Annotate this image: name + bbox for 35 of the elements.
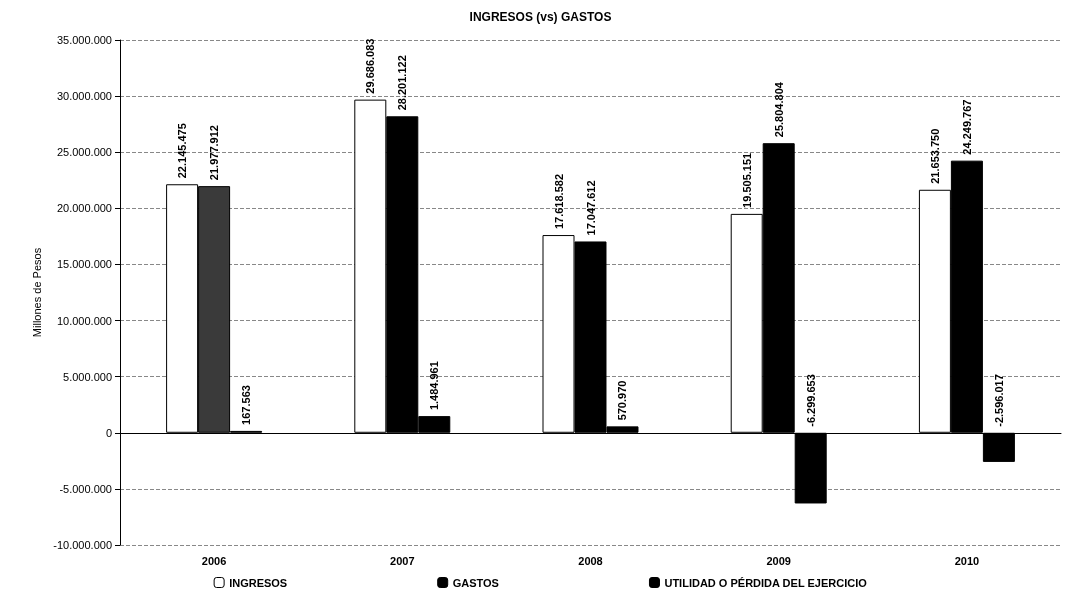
y-tick-label: 30.000.000 <box>56 90 112 103</box>
y-tick-label: 10.000.000 <box>56 314 112 327</box>
y-tick-label: -10.000.000 <box>53 539 112 551</box>
y-tick-label: 15.000.000 <box>56 258 112 271</box>
data-label: 28.201.122 <box>396 55 409 111</box>
y-tick-label: 5.000.000 <box>63 370 112 383</box>
y-tick-label: 20.000.000 <box>56 202 112 215</box>
data-label: 21.653.750 <box>928 128 941 184</box>
y-tick-label: -5.000.000 <box>59 482 112 495</box>
data-label: 24.249.767 <box>960 99 973 155</box>
chart-title: INGRESOS (vs) GASTOS <box>469 10 612 24</box>
x-tick-label: 2006 <box>201 554 227 567</box>
data-label: 1.484.961 <box>428 361 441 411</box>
data-label: 17.047.612 <box>584 180 597 236</box>
legend-label: GASTOS <box>452 576 499 589</box>
y-axis-title: Millones de Pesos <box>30 247 43 338</box>
data-label: 19.505.151 <box>740 152 753 208</box>
y-tick-label: 35.000.000 <box>56 34 112 46</box>
data-label: -2.596.017 <box>992 374 1005 427</box>
data-label: 21.977.912 <box>208 125 221 181</box>
x-tick-label: 2008 <box>578 554 603 567</box>
legend-label: INGRESOS <box>229 576 288 589</box>
data-label: 29.686.083 <box>364 38 377 94</box>
data-label: -6.299.653 <box>804 374 817 427</box>
y-tick-label: 0 <box>105 426 112 439</box>
data-label: 25.804.804 <box>772 81 785 138</box>
x-tick-label: 2009 <box>766 554 791 567</box>
data-label: 17.618.582 <box>552 174 565 230</box>
data-label: 167.563 <box>240 385 253 425</box>
legend-label: UTILIDAD O PÉRDIDA DEL EJERCICIO <box>664 576 868 589</box>
y-tick-label: 25.000.000 <box>56 146 112 159</box>
data-label: 22.145.475 <box>176 123 189 179</box>
x-tick-label: 2007 <box>390 554 415 567</box>
x-tick-label: 2010 <box>954 554 980 567</box>
data-label: 570.970 <box>616 380 629 421</box>
